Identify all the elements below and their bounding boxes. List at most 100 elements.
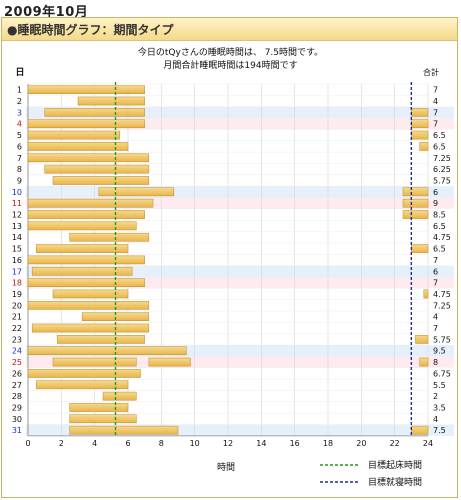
- day-label-14: 14: [12, 233, 22, 242]
- sleep-bar-day-7-1: [27, 153, 150, 163]
- day-label-16: 16: [12, 256, 22, 265]
- day-label-18: 18: [12, 279, 22, 288]
- sleep-bar-day-10-2: [402, 187, 429, 197]
- day-label-9: 9: [17, 176, 22, 185]
- sleep-bar-day-2-1: [77, 96, 145, 106]
- sleep-bar-day-15-1: [36, 244, 129, 253]
- x-tick-label-20: 20: [356, 439, 366, 448]
- sleep-bar-day-10-1: [98, 187, 175, 197]
- day-label-21: 21: [12, 313, 22, 322]
- total-label-24: 9.5: [433, 347, 446, 356]
- sleep-bar-day-5-1: [27, 130, 120, 140]
- sleep-bar-day-6-1: [27, 142, 129, 151]
- weekend-band-17: [26, 265, 454, 277]
- sleep-bar-day-25-1: [52, 357, 137, 367]
- total-label-3: 7: [433, 108, 438, 117]
- sleep-bar-day-30-1: [69, 414, 137, 424]
- day-label-8: 8: [17, 165, 22, 174]
- month-title: 2009年10月: [4, 5, 89, 20]
- total-label-14: 4.75: [433, 233, 451, 242]
- day-label-26: 26: [12, 369, 22, 378]
- total-label-6: 6.5: [433, 142, 446, 151]
- legend-wake-label: 目標起床時間: [368, 459, 422, 471]
- total-label-8: 6.25: [433, 165, 451, 174]
- sleep-bar-day-18-1: [27, 278, 145, 287]
- total-label-23: 5.75: [433, 335, 451, 344]
- x-tick-label-18: 18: [323, 439, 333, 448]
- sleep-bar-day-31-1: [69, 425, 179, 435]
- x-tick-label-8: 8: [159, 439, 164, 448]
- sleep-bar-day-13-1: [27, 221, 137, 231]
- sleep-bar-day-15-2: [411, 244, 429, 253]
- total-label-31: 7.5: [433, 426, 446, 435]
- total-label-27: 5.5: [433, 381, 446, 390]
- day-label-7: 7: [17, 154, 22, 163]
- sleep-bar-day-11-2: [402, 198, 429, 208]
- sleep-bar-day-26-1: [27, 369, 141, 378]
- total-label-13: 6.5: [433, 222, 446, 231]
- sleep-bar-day-16-1: [27, 255, 145, 265]
- sleep-bar-day-31-2: [411, 425, 429, 435]
- day-label-15: 15: [12, 245, 22, 254]
- sleep-bar-day-4-2: [411, 119, 429, 129]
- total-label-7: 7.25: [433, 154, 451, 163]
- total-label-29: 3.5: [433, 403, 446, 412]
- day-label-17: 17: [12, 267, 22, 276]
- day-label-13: 13: [12, 222, 22, 231]
- x-axis-label: 時間: [217, 462, 235, 473]
- day-label-25: 25: [12, 358, 22, 367]
- weekend-band-11: [26, 197, 454, 209]
- sleep-bar-day-3-2: [411, 108, 429, 117]
- sleep-bar-day-23-2: [415, 335, 429, 344]
- x-tick-label-22: 22: [390, 439, 400, 448]
- sleep-bar-day-14-1: [69, 232, 150, 242]
- day-label-19: 19: [12, 290, 22, 299]
- x-tick-label-4: 4: [92, 439, 97, 448]
- total-label-2: 4: [433, 97, 438, 106]
- sleep-bar-day-22-1: [31, 323, 150, 333]
- total-column-label: 合計: [423, 67, 439, 77]
- total-label-19: 4.75: [433, 290, 451, 299]
- total-label-11: 9: [433, 199, 438, 208]
- day-label-27: 27: [12, 381, 22, 390]
- sleep-bar-day-12-1: [27, 210, 145, 219]
- sleep-bar-day-6-2: [419, 142, 429, 151]
- weekend-band-4: [26, 118, 454, 130]
- total-label-22: 7: [433, 324, 438, 333]
- sleep-bar-day-5-2: [411, 130, 429, 140]
- day-label-12: 12: [12, 211, 22, 220]
- day-label-11: 11: [12, 199, 22, 208]
- sleep-bar-day-24-1: [27, 346, 187, 356]
- day-label-1: 1: [17, 86, 22, 95]
- x-tick-label-0: 0: [25, 439, 30, 448]
- total-label-1: 7: [433, 86, 438, 95]
- sleep-bar-day-29-1: [69, 403, 129, 412]
- x-tick-label-10: 10: [190, 439, 200, 448]
- day-label-10: 10: [12, 188, 22, 197]
- day-label-24: 24: [12, 347, 22, 356]
- sleep-bar-day-23-1: [56, 335, 145, 344]
- sleep-bar-day-11-1: [27, 198, 154, 208]
- total-label-12: 8.5: [433, 211, 446, 220]
- sleep-bar-day-8-1: [44, 164, 150, 174]
- day-label-20: 20: [12, 301, 22, 310]
- sleep-bar-day-9-1: [52, 176, 150, 185]
- total-label-17: 6: [433, 267, 438, 276]
- weekend-band-24: [26, 345, 454, 357]
- total-label-4: 7: [433, 120, 438, 129]
- sleep-bar-day-1-1: [27, 85, 145, 94]
- panel-header-title: ●睡眠時間グラフ：期間タイプ: [7, 23, 174, 37]
- today-sleep-summary: 今日のtQyさんの睡眠時間は、 7.5時間です。: [137, 48, 324, 58]
- x-tick-label-24: 24: [423, 439, 433, 448]
- sleep-bar-day-17-1: [31, 266, 133, 276]
- legend-bed-label: 目標就寝時間: [368, 476, 422, 488]
- day-label-5: 5: [17, 131, 22, 140]
- total-label-15: 6.5: [433, 245, 446, 254]
- sleep-bar-day-19-1: [52, 289, 129, 299]
- sleep-bar-day-25-2: [148, 357, 191, 367]
- weekend-band-31: [26, 424, 454, 436]
- total-label-20: 7.25: [433, 301, 451, 310]
- sleep-bar-day-27-1: [36, 380, 129, 390]
- day-label-6: 6: [17, 142, 22, 151]
